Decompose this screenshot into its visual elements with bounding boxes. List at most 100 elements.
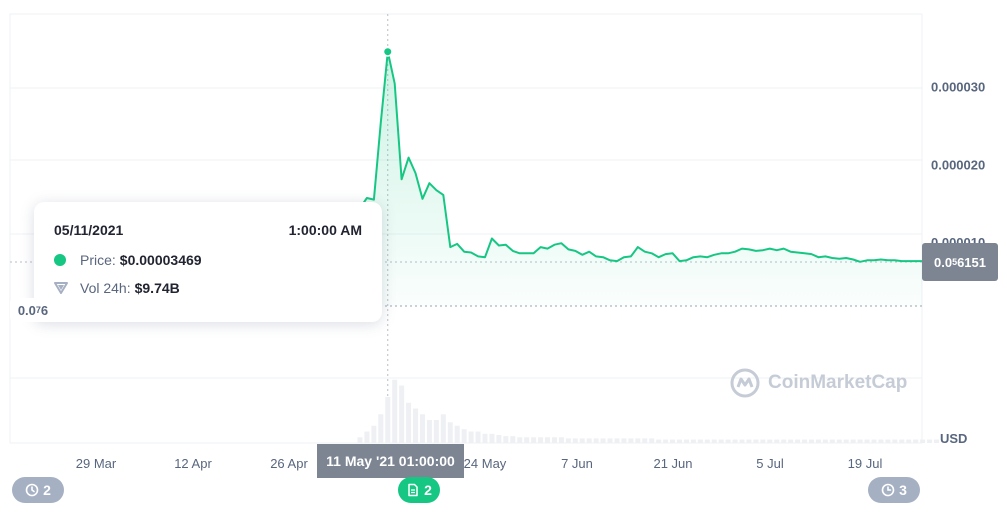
price-area-fill [360, 51, 937, 307]
volume-bar [392, 379, 398, 443]
volume-bar [913, 439, 919, 443]
watermark-text: CoinMarketCap [768, 372, 908, 393]
volume-bar [767, 439, 773, 443]
tooltip-price-value: $0.00003469 [119, 252, 202, 268]
volume-bar [857, 439, 863, 443]
x-tick-label: 5 Jul [756, 456, 784, 471]
volume-bar [454, 425, 460, 443]
volume-bar [607, 438, 613, 443]
volume-bar [419, 414, 425, 443]
x-tick-label: 19 Jul [848, 456, 883, 471]
volume-bar [565, 438, 571, 443]
volume-bar [725, 439, 731, 443]
volume-bar [746, 439, 752, 443]
future-events-count: 3 [899, 482, 907, 498]
volume-bar [572, 438, 578, 443]
left-badge-sub: 7 [35, 305, 41, 315]
volume-bar [489, 433, 495, 443]
volume-bar [503, 436, 509, 443]
volume-bar [829, 439, 835, 443]
volume-bar [426, 420, 432, 443]
clock-forward-icon [881, 483, 895, 497]
tooltip-time: 1:00:00 AM [288, 222, 362, 238]
volume-bar [649, 438, 655, 443]
volume-bar [447, 422, 453, 443]
hover-date-badge: 11 May '21 01:00:00 [317, 444, 464, 478]
price-dot-icon [54, 254, 66, 266]
volume-bar [385, 397, 391, 443]
volume-bar [920, 439, 926, 443]
volume-bars [357, 379, 940, 443]
volume-bar [635, 438, 641, 443]
volume-bar [670, 439, 676, 443]
price-badge-prefix: 0.0 [933, 254, 953, 270]
volume-bar [864, 439, 870, 443]
volume-bar [371, 425, 377, 443]
volume-bar [774, 439, 780, 443]
volume-bar [468, 431, 474, 443]
volume-bar [815, 439, 821, 443]
volume-bar [496, 434, 502, 443]
volume-bar [871, 439, 877, 443]
left-badge-suffix: 6 [40, 302, 49, 318]
x-tick-label: 7 Jun [561, 456, 593, 471]
watermark: CoinMarketCap [730, 368, 907, 398]
volume-bar [558, 437, 564, 443]
volume-bar [406, 402, 412, 443]
volume-bar [781, 439, 787, 443]
volume-bar [510, 436, 516, 443]
volume-bar [760, 439, 766, 443]
tooltip-price-label: Price: [80, 252, 116, 268]
volume-bar [934, 439, 940, 443]
coinmarketcap-logo-icon [730, 368, 760, 398]
volume-bar [677, 439, 682, 443]
volume-bar [711, 439, 717, 443]
volume-bar [753, 439, 759, 443]
volume-bar [378, 414, 384, 443]
tooltip-date: 05/11/2021 [54, 222, 124, 238]
x-tick-label: 26 Apr [270, 456, 308, 471]
volume-bar [593, 438, 599, 443]
volume-bar [399, 385, 405, 443]
x-axis: 29 Mar 12 Apr 26 Apr 24 May 7 Jun 21 Jun 5 Jul… [76, 456, 883, 471]
tooltip-vol-value: $9.74B [134, 280, 180, 296]
volume-bar [822, 439, 828, 443]
volume-bar [697, 439, 703, 443]
volume-bar [524, 437, 530, 443]
volume-bar [732, 439, 738, 443]
volume-bar [357, 437, 363, 443]
history-icon [25, 483, 39, 497]
volume-bar [885, 439, 891, 443]
left-badge-prefix: 0.0 [17, 302, 36, 318]
price-badge-suffix: 6151 [957, 254, 986, 270]
future-events-button[interactable]: 3 [868, 477, 920, 503]
volume-bar [475, 431, 481, 443]
x-tick-label: 21 Jun [653, 456, 692, 471]
volume-bar [579, 438, 585, 443]
volume-bar [704, 439, 710, 443]
volume-bar [927, 439, 933, 443]
price-area [360, 51, 937, 307]
volume-bar [545, 437, 551, 443]
volume-bar [413, 408, 419, 443]
news-events-button[interactable]: 2 [398, 477, 440, 503]
volume-bar [683, 439, 689, 443]
volume-bar [433, 420, 439, 443]
x-tick-label: 12 Apr [174, 456, 212, 471]
x-tick-label: 29 Mar [76, 456, 117, 471]
chart-tooltip: 05/11/2021 1:00:00 AM Price: $0.00003469… [34, 202, 382, 322]
history-events-button[interactable]: 2 [12, 477, 64, 503]
y-tick-label: 0.000030 [931, 80, 985, 95]
volume-bar [461, 429, 467, 443]
x-tick-label: 24 May [464, 456, 507, 471]
volume-bar [517, 437, 523, 443]
volume-bar [642, 438, 648, 443]
volume-bar [795, 439, 801, 443]
volume-bar [628, 438, 634, 443]
volume-bar [788, 439, 794, 443]
price-badge-sub: 5 [952, 257, 958, 267]
currency-label: USD [940, 431, 967, 446]
left-price-badge: 0.0 7 6 [10, 298, 56, 322]
